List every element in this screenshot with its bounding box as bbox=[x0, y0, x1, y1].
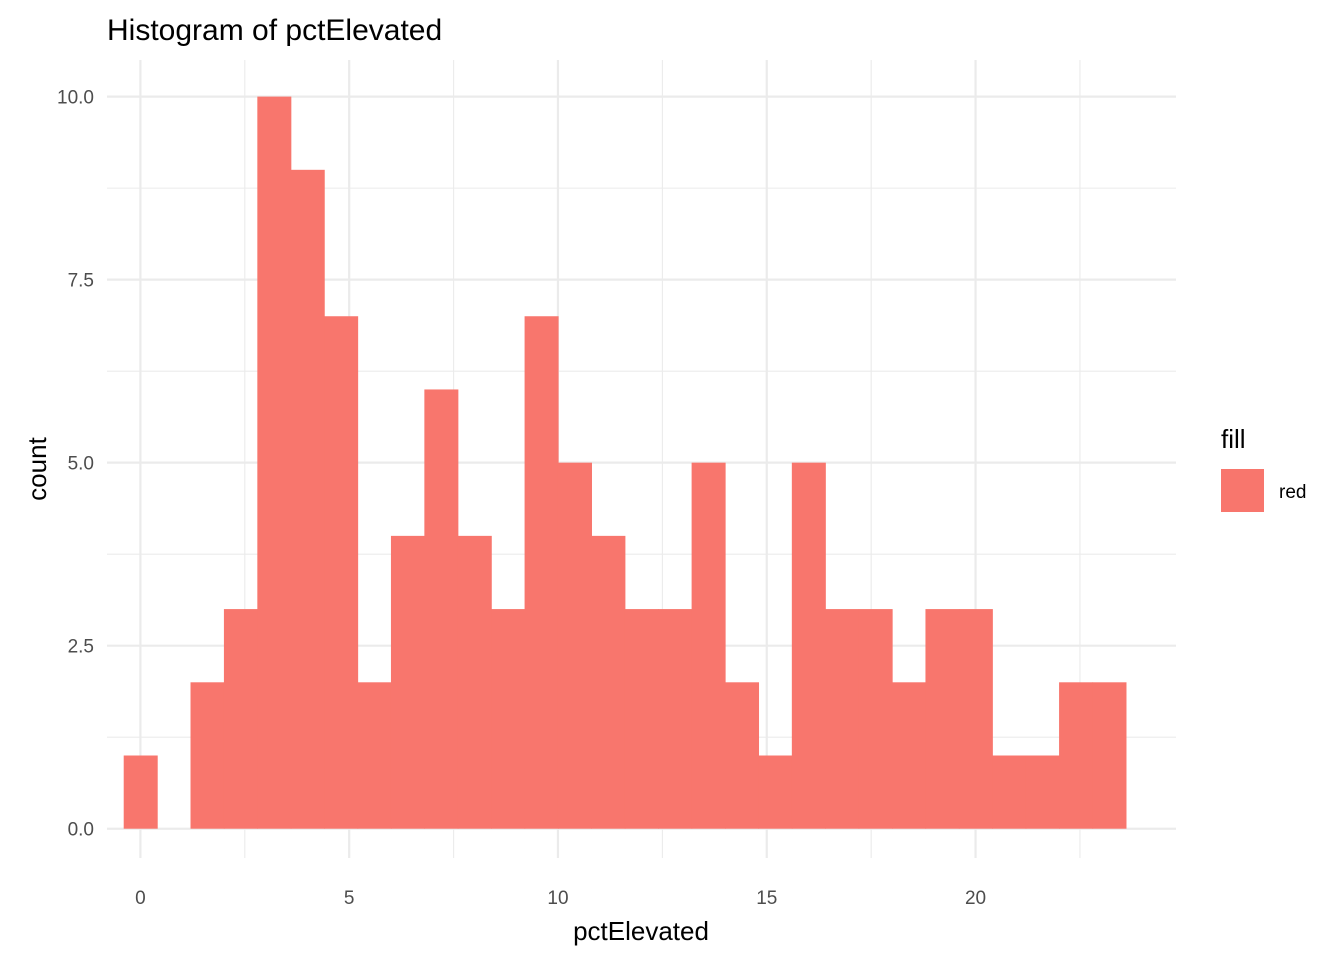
histogram-bar bbox=[725, 682, 760, 829]
x-tick-label: 0 bbox=[135, 888, 146, 909]
histogram-bar bbox=[624, 609, 659, 829]
histogram-bar bbox=[658, 609, 693, 829]
histogram-bar bbox=[892, 682, 927, 829]
histogram-bar bbox=[457, 535, 492, 829]
histogram-bar bbox=[758, 755, 793, 829]
histogram-bar bbox=[691, 462, 726, 829]
x-tick-label: 5 bbox=[344, 888, 355, 909]
histogram-bar bbox=[791, 462, 826, 829]
x-axis-title: pctElevated bbox=[573, 916, 709, 946]
chart-title: Histogram of pctElevated bbox=[107, 14, 442, 47]
x-tick-label: 20 bbox=[965, 888, 986, 909]
histogram-bar bbox=[424, 389, 459, 829]
histogram-bar bbox=[591, 535, 626, 829]
ticks-layer: 0 5 10 15 20 0.0 2.5 5.0 7.5 10.0 bbox=[57, 88, 986, 909]
legend-key-red bbox=[1221, 469, 1264, 512]
histogram-bar bbox=[491, 609, 526, 829]
x-tick-label: 15 bbox=[756, 888, 777, 909]
y-tick-label: 2.5 bbox=[68, 637, 94, 658]
histogram-bar bbox=[992, 755, 1027, 829]
histogram-bar bbox=[390, 535, 425, 829]
histogram-bar bbox=[357, 682, 392, 829]
legend-title: fill bbox=[1221, 424, 1246, 454]
histogram-bar bbox=[257, 96, 292, 829]
y-tick-label: 5.0 bbox=[68, 454, 94, 475]
histogram-bar bbox=[557, 462, 592, 829]
bars-layer bbox=[123, 96, 1127, 829]
histogram-bar bbox=[958, 609, 993, 829]
histogram-bar bbox=[1092, 682, 1127, 829]
histogram-bar bbox=[190, 682, 225, 829]
legend-label-red: red bbox=[1279, 482, 1306, 503]
histogram-bar bbox=[290, 169, 325, 829]
legend: fill red bbox=[1221, 424, 1306, 512]
y-tick-label: 10.0 bbox=[57, 88, 94, 109]
histogram-bar bbox=[825, 609, 860, 829]
histogram-bar bbox=[858, 609, 893, 829]
histogram-bar bbox=[524, 316, 559, 829]
y-tick-label: 0.0 bbox=[68, 820, 94, 841]
histogram-bar bbox=[324, 316, 359, 829]
histogram-bar bbox=[925, 609, 960, 829]
y-axis-title: count bbox=[22, 436, 52, 500]
histogram-bar bbox=[123, 755, 158, 829]
histogram-bar bbox=[1025, 755, 1060, 829]
histogram-bar bbox=[1059, 682, 1094, 829]
histogram-bar bbox=[223, 609, 258, 829]
y-tick-label: 7.5 bbox=[68, 271, 94, 292]
x-tick-label: 10 bbox=[547, 888, 568, 909]
